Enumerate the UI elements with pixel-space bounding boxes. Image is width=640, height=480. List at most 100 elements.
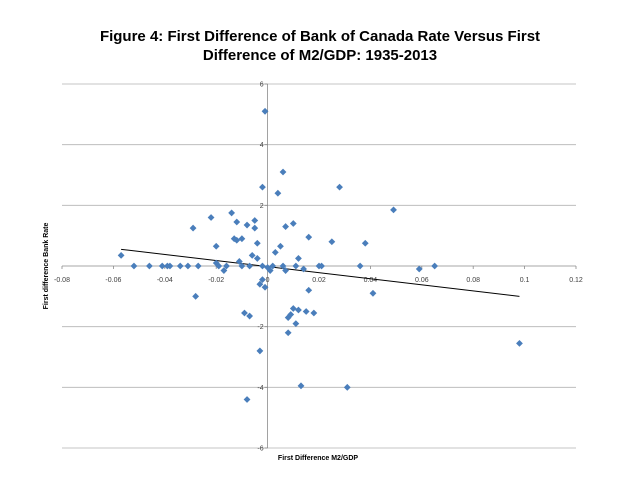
data-point [284,329,292,337]
x-tick-label: -0.06 [105,277,121,284]
data-point [212,259,220,267]
x-tick-label: 0.06 [415,277,429,284]
data-point [266,267,274,274]
gridlines [62,83,576,449]
data-point [130,262,138,270]
data-point [246,262,254,270]
data-point [259,183,266,191]
data-point [158,262,166,270]
data-point [230,235,238,243]
data-point [253,255,261,262]
data-point [256,347,264,355]
data-point [212,242,220,250]
data-point [253,239,261,247]
data-point [302,308,310,315]
data-point [251,224,259,232]
data-point [192,292,200,300]
x-tick-label: 0.08 [466,277,480,284]
data-point [282,267,289,274]
x-tick-label: 0.04 [364,277,378,284]
data-point [305,233,313,241]
data-point [184,262,192,270]
data-point [243,396,251,403]
data-point [516,339,523,347]
data-point [241,309,248,317]
data-point [343,383,351,391]
data-point [246,312,254,320]
x-tick-label: 0.02 [312,277,326,284]
x-tick-label: -0.04 [157,277,173,284]
data-point [256,280,264,288]
data-point [145,262,153,270]
data-point [238,262,246,270]
data-point [228,209,236,217]
data-point [117,251,125,259]
data-point [289,305,297,312]
data-point [295,306,302,314]
data-point [328,238,336,246]
data-point [259,262,266,270]
data-point [176,262,184,270]
data-point [318,262,325,270]
data-point [233,236,241,244]
data-point [259,276,266,284]
data-point [289,220,297,227]
data-point [235,258,243,265]
data-point [215,262,223,270]
x-axis-label: First Difference M2/GDP [278,455,358,462]
data-point [251,217,259,224]
data-point [282,223,289,230]
data-points [117,107,523,403]
data-point [277,242,284,250]
x-tick-label: -0.02 [208,277,224,284]
data-point [269,262,277,270]
data-point [295,255,302,262]
data-point [390,206,397,214]
data-point [361,239,369,247]
x-tick-label: 0 [266,277,270,284]
data-point [261,283,269,291]
data-point [166,262,174,270]
trendline [121,248,520,297]
y-tick-label: -6 [257,446,263,453]
data-point [248,251,256,259]
y-tick-label: -2 [257,324,263,331]
data-point [356,262,364,270]
data-point [274,189,282,197]
trendline-group [121,248,520,297]
data-point [431,262,439,270]
data-point [300,265,307,273]
data-point [279,168,287,176]
y-tick-label: 2 [260,203,264,210]
data-point [238,235,246,243]
data-point [279,262,287,270]
data-point [223,262,230,270]
data-point [189,224,197,232]
y-tick-label: 6 [260,82,264,89]
data-point [220,267,228,274]
data-point [271,248,279,256]
data-point [243,221,251,229]
x-tick-label: 0.1 [520,277,530,284]
data-point [292,262,300,270]
tick-labels: -0.08 -0.06 -0.04 -0.02 0 0.02 0.04 0.06 0.08 0.1… [54,82,583,453]
chart-title-line-1: Figure 4: First Difference of Bank of Ca… [100,28,540,45]
data-point [310,309,318,317]
data-point [207,214,215,221]
y-tick-label: 4 [260,142,264,149]
data-point [305,286,313,294]
y-axis-label: First difference Bank Rate [43,223,50,310]
x-tick-label: 0.12 [569,277,583,284]
y-tick-label: -4 [257,385,263,392]
data-point [233,218,241,226]
data-point [415,265,423,273]
x-tick-label: -0.08 [54,277,70,284]
data-point [194,262,202,270]
data-point [369,289,377,297]
data-point [261,107,269,115]
data-point [287,311,295,318]
data-point [292,320,300,328]
data-point [297,382,305,390]
data-point [336,183,343,191]
